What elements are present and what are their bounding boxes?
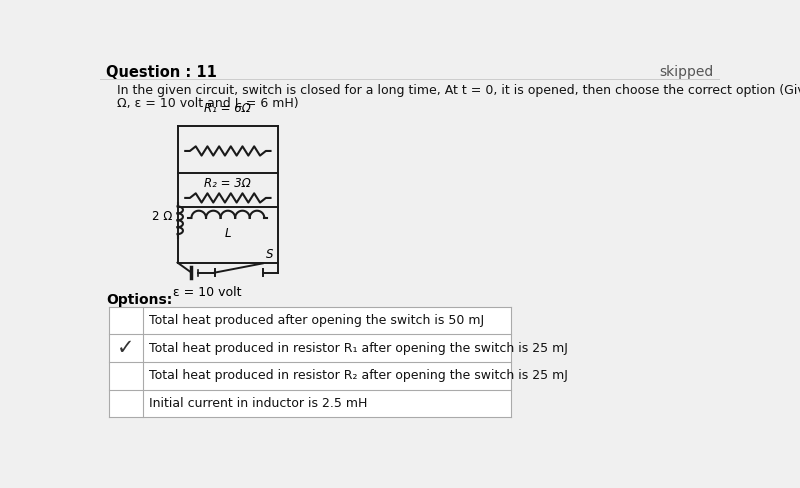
- Text: Initial current in inductor is 2.5 mH: Initial current in inductor is 2.5 mH: [149, 397, 367, 410]
- Text: R₂ = 3Ω: R₂ = 3Ω: [205, 177, 251, 190]
- Text: Question : 11: Question : 11: [106, 65, 217, 80]
- Bar: [110, 306, 510, 417]
- Text: skipped: skipped: [659, 65, 714, 79]
- Text: Total heat produced in resistor R₁ after opening the switch is 25 mJ: Total heat produced in resistor R₁ after…: [149, 342, 568, 355]
- Text: In the given circuit, switch is closed for a long time, At t = 0, it is opened, : In the given circuit, switch is closed f…: [117, 84, 800, 97]
- Text: ✓: ✓: [118, 338, 134, 358]
- Text: Total heat produced after opening the switch is 50 mJ: Total heat produced after opening the sw…: [149, 314, 484, 327]
- Text: Options:: Options:: [106, 293, 173, 307]
- Text: R₁ = 6Ω: R₁ = 6Ω: [205, 102, 251, 115]
- Text: Ω, ε = 10 volt and L = 6 mH): Ω, ε = 10 volt and L = 6 mH): [117, 97, 298, 110]
- Text: S: S: [266, 248, 274, 261]
- Text: Total heat produced in resistor R₂ after opening the switch is 25 mJ: Total heat produced in resistor R₂ after…: [149, 369, 568, 382]
- Text: ε = 10 volt: ε = 10 volt: [173, 286, 242, 300]
- Text: 2 Ω: 2 Ω: [153, 210, 173, 223]
- Text: L: L: [225, 227, 231, 240]
